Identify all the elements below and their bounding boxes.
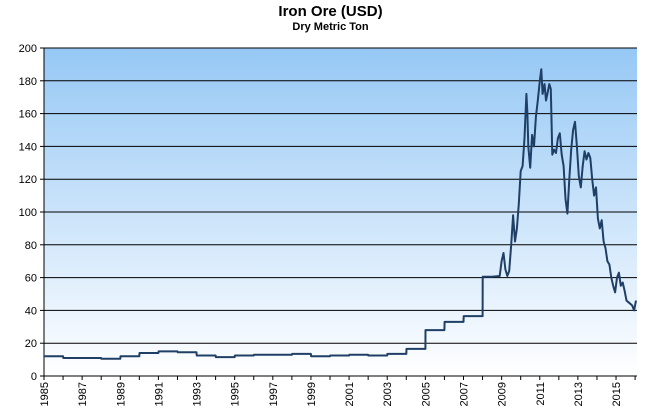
x-tick-label: 1987 xyxy=(77,382,89,406)
x-tick-label: 2001 xyxy=(344,382,356,406)
x-tick-label: 2009 xyxy=(497,382,509,406)
chart-subtitle: Dry Metric Ton xyxy=(292,21,369,33)
y-tick-label: 200 xyxy=(19,43,37,55)
y-tick-label: 0 xyxy=(31,371,37,383)
x-tick-label: 2013 xyxy=(573,382,585,406)
y-tick-label: 20 xyxy=(25,338,37,350)
x-tick-label: 1993 xyxy=(192,382,204,406)
y-tick-label: 100 xyxy=(19,207,37,219)
x-tick-label: 1997 xyxy=(268,382,280,406)
y-tick-label: 40 xyxy=(25,305,37,317)
x-tick-label: 2011 xyxy=(535,382,547,406)
x-tick-label: 2015 xyxy=(611,382,623,406)
x-tick-label: 1991 xyxy=(153,382,165,406)
y-tick-label: 180 xyxy=(19,76,37,88)
x-tick-label: 2003 xyxy=(382,382,394,406)
x-tick-label: 1989 xyxy=(115,382,127,406)
x-tick-label: 2007 xyxy=(458,382,470,406)
x-tick-label: 2005 xyxy=(420,382,432,406)
y-tick-label: 60 xyxy=(25,273,37,285)
y-tick-label: 140 xyxy=(19,141,37,153)
x-tick-label: 1985 xyxy=(39,382,51,406)
y-tick-label: 120 xyxy=(19,174,37,186)
series-line xyxy=(44,68,637,360)
x-tick-label: 1995 xyxy=(230,382,242,406)
x-tick-label: 1999 xyxy=(306,382,318,406)
chart-title: Iron Ore (USD) xyxy=(278,3,383,20)
y-tick-label: 160 xyxy=(19,109,37,121)
y-tick-label: 80 xyxy=(25,240,37,252)
